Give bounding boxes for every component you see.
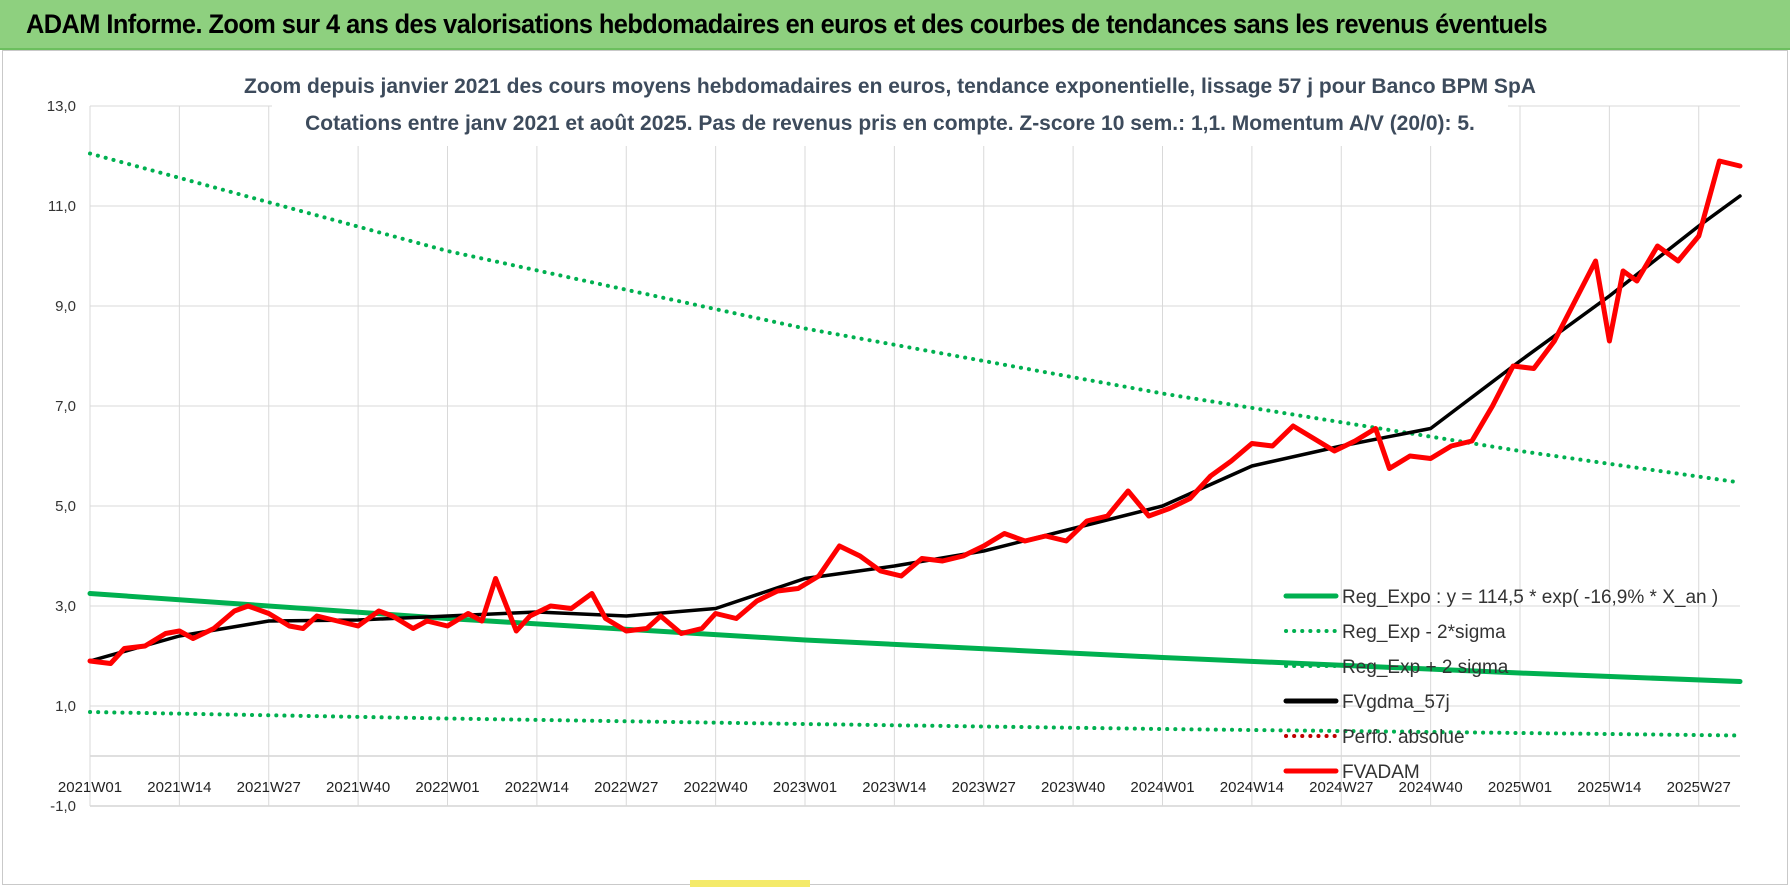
chart-grid [89,105,1740,807]
y-tick-label: 5,0 [55,498,76,515]
x-tick-label: 2023W40 [1041,779,1105,796]
x-tick-label: 2025W27 [1667,779,1731,796]
x-tick-label: 2025W01 [1488,779,1552,796]
header-bar: ADAM Informe. Zoom sur 4 ans des valoris… [0,0,1790,50]
x-tick-label: 2024W40 [1399,779,1463,796]
y-axis-ticks: -1,0 1,0 3,0 5,0 7,0 9,0 11,0 13,0 [47,98,76,815]
x-tick-label: 2025W14 [1577,779,1641,796]
x-tick-label: 2022W14 [505,779,569,796]
legend-label-5: FVADAM [1342,762,1420,783]
y-tick-label: 7,0 [55,398,76,415]
chart-legend: Reg_Expo : y = 114,5 * exp( -16,9% * X_a… [1283,587,1718,783]
legend-label-4: Perfo. absolue [1342,727,1465,748]
chart-frame [2,50,1788,885]
y-tick-label: 11,0 [48,198,76,215]
y-tick-label: -1,0 [50,798,76,815]
chart-title: Zoom depuis janvier 2021 des cours moyen… [244,75,1536,98]
series-line-2 [88,151,1742,485]
series-line-5 [87,158,1743,666]
x-tick-label: 2022W27 [594,779,658,796]
x-tick-label: 2023W01 [773,779,837,796]
x-tick-label: 2022W01 [415,779,479,796]
x-tick-label: 2021W14 [147,779,211,796]
x-tick-label: 2024W27 [1309,779,1373,796]
x-axis-ticks: 2021W01 2021W14 2021W27 2021W40 2022W01 2022W… [58,779,1731,796]
y-tick-label: 13,0 [47,98,76,115]
chart-subtitle: Cotations entre janv 2021 et août 2025. … [305,112,1475,135]
x-tick-label: 2021W01 [58,779,122,796]
bottom-marker [690,880,810,887]
x-tick-label: 2022W40 [684,779,748,796]
legend-label-3: FVgdma_57j [1342,692,1450,713]
chart-series [87,151,1743,738]
y-tick-label: 3,0 [55,598,76,615]
x-tick-label: 2023W14 [862,779,926,796]
subtitle-box [272,62,1508,146]
page-title: ADAM Informe. Zoom sur 4 ans des valoris… [26,9,1548,39]
x-tick-label: 2021W27 [237,779,301,796]
x-tick-label: 2024W14 [1220,779,1284,796]
legend-label-2: Reg_Exp + 2 sigma [1342,657,1509,678]
y-tick-label: 1,0 [55,698,76,715]
series-line-1 [88,710,1742,738]
x-tick-label: 2023W27 [952,779,1016,796]
x-tick-label: 2024W01 [1130,779,1194,796]
x-tick-label: 2021W40 [326,779,390,796]
y-tick-label: 9,0 [55,298,76,315]
legend-label-1: Reg_Exp - 2*sigma [1342,622,1506,643]
legend-label-0: Reg_Expo : y = 114,5 * exp( -16,9% * X_a… [1342,587,1718,608]
